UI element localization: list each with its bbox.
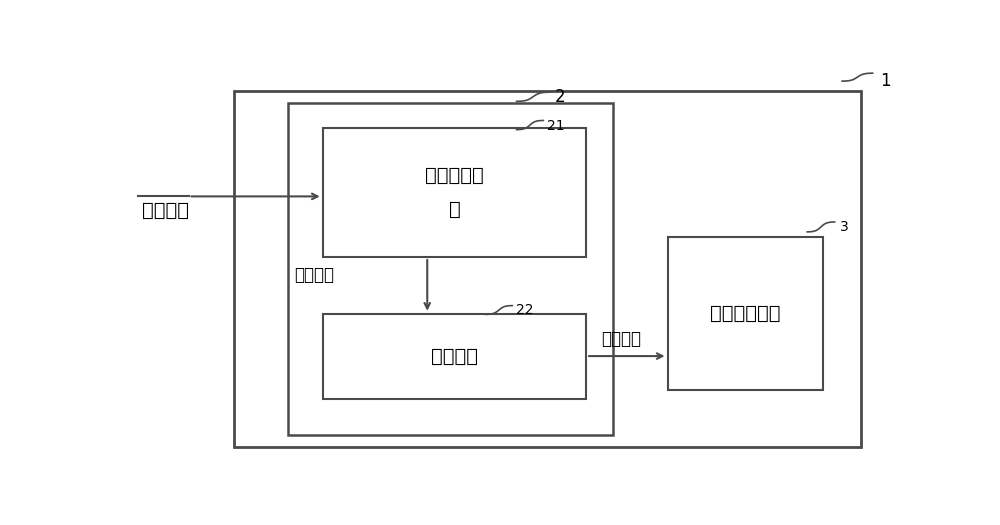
Bar [668,237,822,391]
Bar [323,313,586,398]
Bar [323,128,586,257]
Bar [288,103,613,435]
Text: 触发信号: 触发信号 [294,266,334,284]
Text: 3: 3 [840,220,848,234]
Text: 21: 21 [547,119,565,133]
Text: 自动驻车组件: 自动驻车组件 [710,304,780,323]
Text: 控制信号: 控制信号 [601,330,641,348]
Text: 用户操作: 用户操作 [142,201,189,220]
Text: 1: 1 [881,72,891,90]
Text: 2: 2 [555,88,566,107]
Bar [234,91,861,447]
Text: 22: 22 [516,302,534,317]
Text: 触发开关开
关: 触发开关开 关 [425,166,484,219]
Text: 控制单元: 控制单元 [431,346,478,365]
